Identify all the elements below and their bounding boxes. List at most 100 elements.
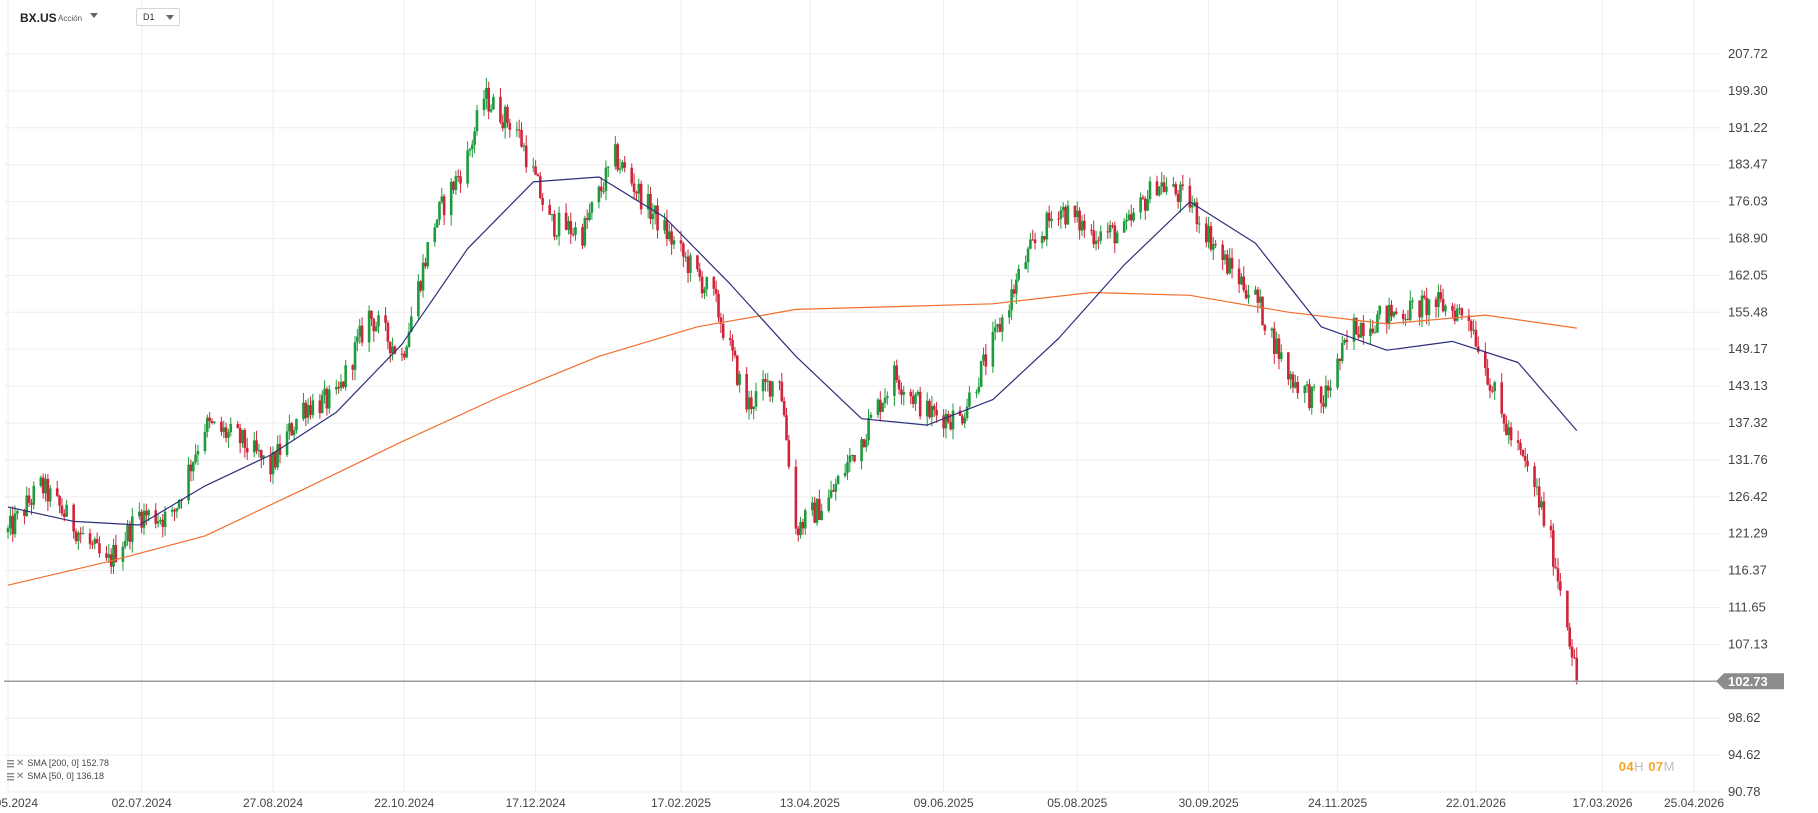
candle-up	[1493, 382, 1496, 391]
close-icon[interactable]: ✕	[16, 770, 24, 783]
candle-up	[176, 508, 179, 511]
candle-down	[616, 144, 619, 170]
candle-up	[222, 427, 225, 432]
candle-down	[797, 529, 800, 536]
candle-up	[241, 430, 244, 443]
candle-up	[1139, 197, 1142, 212]
candle-up	[455, 176, 458, 190]
candle-down	[623, 162, 626, 168]
close-icon[interactable]: ✕	[16, 757, 24, 770]
time-axis[interactable]: 06.05.2024 02.07.2024 27.08.2024 22.10.2024…	[0, 796, 1724, 810]
candle-up	[293, 430, 296, 435]
legend-sma200-value: 152.78	[81, 758, 109, 768]
candle-down	[1407, 319, 1410, 320]
candle-up	[1228, 258, 1231, 274]
candle-down	[47, 479, 50, 502]
candle-up	[558, 213, 561, 236]
candle-down	[506, 107, 509, 123]
candle-down	[1142, 197, 1145, 198]
candle-down	[769, 381, 772, 397]
candle-up	[1001, 317, 1004, 331]
candle-down	[783, 401, 786, 415]
candle-down	[1111, 225, 1114, 226]
candle-up	[917, 392, 920, 395]
candle-up	[966, 407, 969, 418]
candle-up	[1024, 262, 1027, 269]
candle-down	[1322, 403, 1325, 407]
symbol-name[interactable]: BX.US	[20, 11, 57, 25]
candle-up	[1343, 340, 1346, 343]
candle-down	[1503, 414, 1506, 424]
candle-up	[619, 168, 622, 169]
settings-icon[interactable]	[6, 759, 15, 768]
candle-down	[75, 532, 78, 542]
candle-down	[1442, 299, 1445, 311]
candle-down	[244, 430, 247, 448]
candle-up	[945, 414, 948, 429]
candle-down	[1177, 194, 1180, 202]
candle-up	[288, 423, 291, 431]
candle-down	[1386, 306, 1389, 324]
candle-down	[237, 424, 240, 428]
candle-down	[696, 255, 699, 269]
candle-up	[902, 392, 905, 395]
candle-down	[1257, 290, 1260, 303]
candle-up	[1076, 211, 1079, 217]
candle-up	[157, 521, 160, 524]
candle-up	[975, 392, 978, 393]
candle-down	[1083, 221, 1086, 230]
candle-up	[171, 510, 174, 512]
candle-up	[483, 99, 486, 110]
candle-down	[1524, 456, 1527, 461]
candle-down	[863, 439, 866, 447]
candle-down	[1043, 236, 1046, 239]
timeframe-select[interactable]: D1	[136, 8, 180, 26]
candle-down	[11, 516, 14, 534]
candle-down	[1057, 219, 1060, 220]
candle-up	[551, 214, 554, 215]
candle-up	[598, 187, 601, 203]
candle-up	[1458, 308, 1461, 309]
candle-up	[663, 220, 666, 230]
candle-up	[1029, 240, 1032, 249]
settings-icon[interactable]	[6, 772, 15, 781]
candle-up	[476, 110, 479, 131]
candle-up	[356, 337, 359, 343]
candle-down	[1371, 329, 1374, 333]
candle-up	[354, 342, 357, 370]
candle-up	[143, 511, 146, 528]
candle-down	[813, 503, 816, 523]
candle-down	[220, 422, 223, 432]
candle-up	[25, 495, 28, 515]
candle-down	[1395, 312, 1398, 314]
candle-down	[649, 194, 652, 219]
candle-down	[154, 510, 157, 523]
candle-up	[1207, 226, 1210, 242]
candle-down	[1543, 501, 1546, 525]
candle-down	[1451, 306, 1454, 311]
candle-down	[666, 220, 669, 239]
symbol-dropdown-icon[interactable]	[90, 13, 98, 18]
candle-up	[748, 397, 751, 409]
candle-down	[246, 448, 249, 452]
candle-up	[1536, 486, 1539, 487]
candle-down	[274, 452, 277, 467]
candle-up	[804, 510, 807, 528]
candle-up	[164, 512, 167, 527]
candle-up	[1280, 352, 1283, 359]
candle-down	[764, 379, 767, 382]
candle-up	[1116, 233, 1119, 244]
candle-up	[253, 440, 256, 452]
candle-down	[351, 365, 354, 370]
candle-up	[131, 516, 134, 541]
candle-up	[469, 149, 472, 150]
candle-up	[771, 381, 774, 396]
candle-down	[1013, 289, 1016, 293]
candle-down	[1390, 305, 1393, 317]
y-tick-label: 107.13	[1728, 636, 1768, 651]
candle-up	[426, 242, 429, 266]
candle-up	[1109, 225, 1112, 232]
candle-down	[96, 539, 99, 543]
candle-down	[795, 467, 798, 529]
